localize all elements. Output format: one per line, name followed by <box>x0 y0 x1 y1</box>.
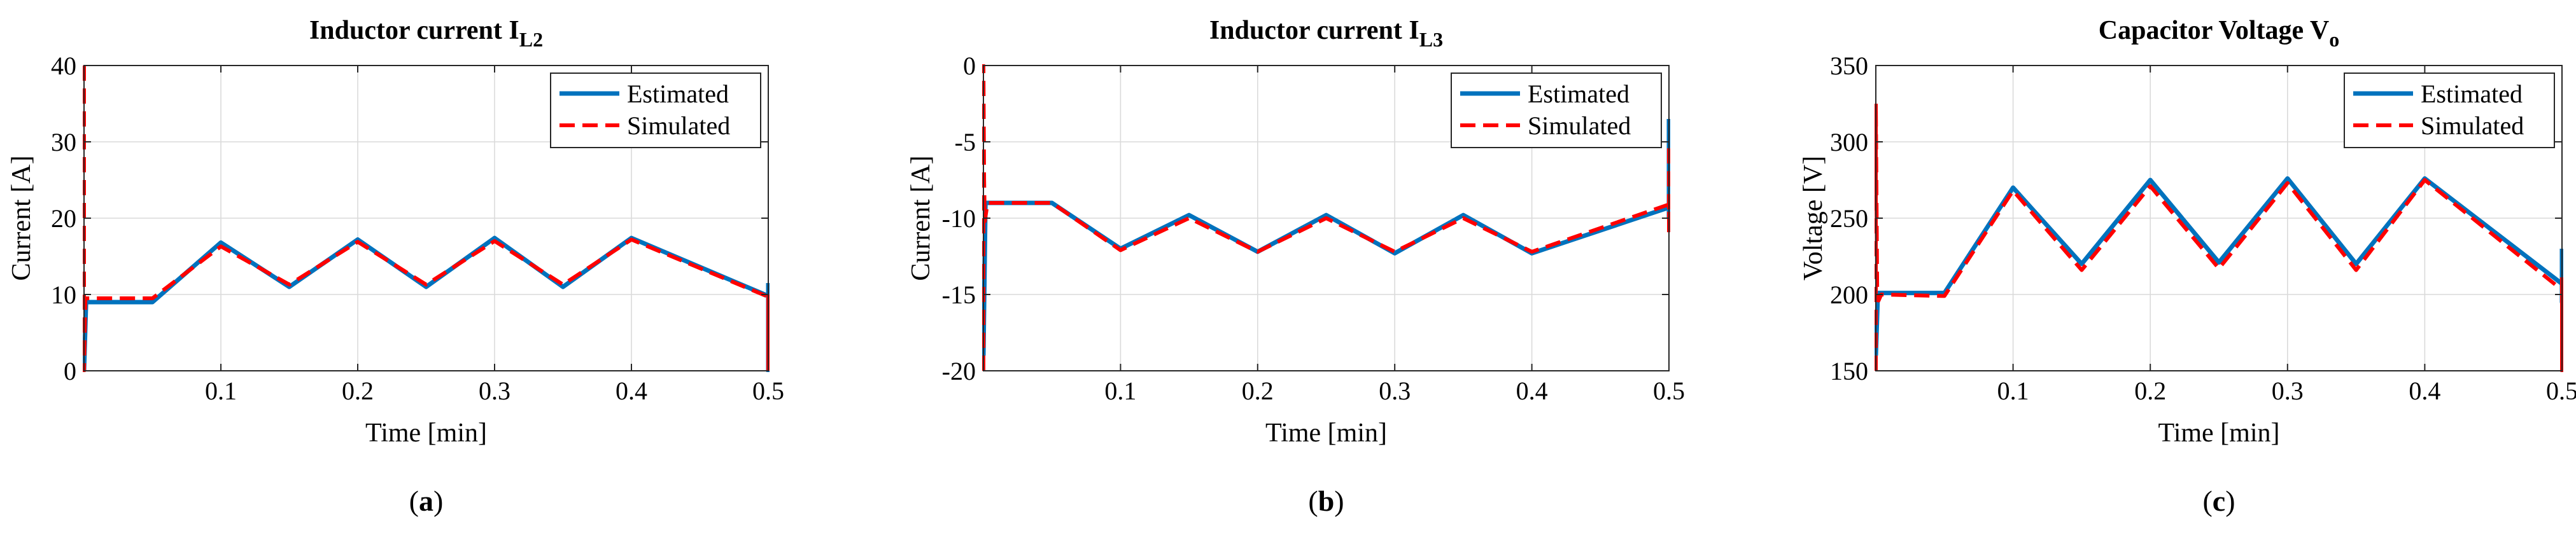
x-tick-label: 0.5 <box>752 377 784 405</box>
x-tick-label: 0.2 <box>1242 377 1274 405</box>
y-tick-label: 0 <box>963 52 976 80</box>
y-axis-label: Current [A] <box>906 155 936 280</box>
y-tick-label: 250 <box>1830 204 1868 233</box>
legend: Estimated Simulated <box>550 73 761 148</box>
y-tick-label: 10 <box>51 280 76 309</box>
y-tick-label: 30 <box>51 128 76 156</box>
x-tick-label: 0.3 <box>2272 377 2304 405</box>
y-tick-label: 300 <box>1830 128 1868 156</box>
chart-title: Capacitor Voltage Vo <box>2099 16 2339 51</box>
x-tick-label: 0.4 <box>1516 377 1548 405</box>
x-tick-label: 0.4 <box>616 377 647 405</box>
chart-title-subscript: L2 <box>519 28 543 51</box>
legend-box <box>1451 73 1662 148</box>
legend: Estimated Simulated <box>2344 73 2555 148</box>
x-tick-label: 0.3 <box>1379 377 1411 405</box>
x-tick-label: 0.1 <box>1997 377 2029 405</box>
panel-caption: (c) <box>2202 485 2235 517</box>
chart-title-main: Inductor current I <box>309 16 519 45</box>
legend: Estimated Simulated <box>1451 73 1662 148</box>
x-tick-label: 0.1 <box>1104 377 1136 405</box>
y-tick-label: -5 <box>955 128 976 156</box>
y-tick-label: -15 <box>942 280 976 309</box>
x-tick-label: 0.2 <box>2134 377 2166 405</box>
y-axis-label: Current [A] <box>7 155 36 280</box>
x-tick-label: 0.1 <box>205 377 237 405</box>
panel-caption: (b) <box>1308 485 1344 517</box>
y-tick-label: -20 <box>942 357 976 385</box>
legend-label-estimated: Estimated <box>627 80 729 108</box>
chart-title: Inductor current IL3 <box>1209 16 1443 51</box>
x-tick-label: 0.4 <box>2409 377 2440 405</box>
x-tick-label: 0.2 <box>342 377 374 405</box>
series-line-simulated <box>1875 102 2563 372</box>
x-axis-label: Time [min] <box>1265 419 1387 448</box>
legend-label-simulated: Simulated <box>2421 111 2524 140</box>
chart-title-main: Capacitor Voltage V <box>2099 16 2329 45</box>
x-tick-label: 0.5 <box>2546 377 2576 405</box>
y-tick-label: 40 <box>51 52 76 80</box>
legend-box <box>2344 73 2555 148</box>
chart-title-subscript: o <box>2329 28 2339 51</box>
y-tick-label: 350 <box>1830 52 1868 80</box>
y-tick-label: 200 <box>1830 280 1868 309</box>
legend-label-estimated: Estimated <box>1528 80 1629 108</box>
legend-box <box>550 73 761 148</box>
x-axis-label: Time [min] <box>365 419 487 448</box>
chart-title-subscript: L3 <box>1419 28 1443 51</box>
chart-panel-b: 0.1 0.2 0.3 0.4 0.5 -20 -15 -10 -5 0 Inductor curr… <box>906 16 1685 517</box>
chart-panel-a: 0.1 0.2 0.3 0.4 0.5 0 10 20 30 40 Inductor current… <box>7 16 784 517</box>
series-line-simulated <box>982 64 1670 371</box>
legend-label-simulated: Simulated <box>1528 111 1631 140</box>
x-axis-label: Time [min] <box>2158 419 2280 448</box>
x-tick-label: 0.3 <box>479 377 510 405</box>
y-tick-label: -10 <box>942 204 976 233</box>
y-tick-label: 0 <box>64 357 76 385</box>
chart-title: Inductor current IL2 <box>309 16 543 51</box>
y-axis-label: Voltage [V] <box>1799 156 1828 280</box>
chart-panel-c: 0.1 0.2 0.3 0.4 0.5 150 200 250 300 350 Capacitor … <box>1799 16 2576 517</box>
legend-label-simulated: Simulated <box>627 111 730 140</box>
legend-label-estimated: Estimated <box>2421 80 2523 108</box>
x-tick-label: 0.5 <box>1653 377 1685 405</box>
y-tick-label: 150 <box>1830 357 1868 385</box>
panel-caption: (a) <box>409 485 444 517</box>
chart-title-main: Inductor current I <box>1209 16 1419 45</box>
y-tick-label: 20 <box>51 204 76 233</box>
